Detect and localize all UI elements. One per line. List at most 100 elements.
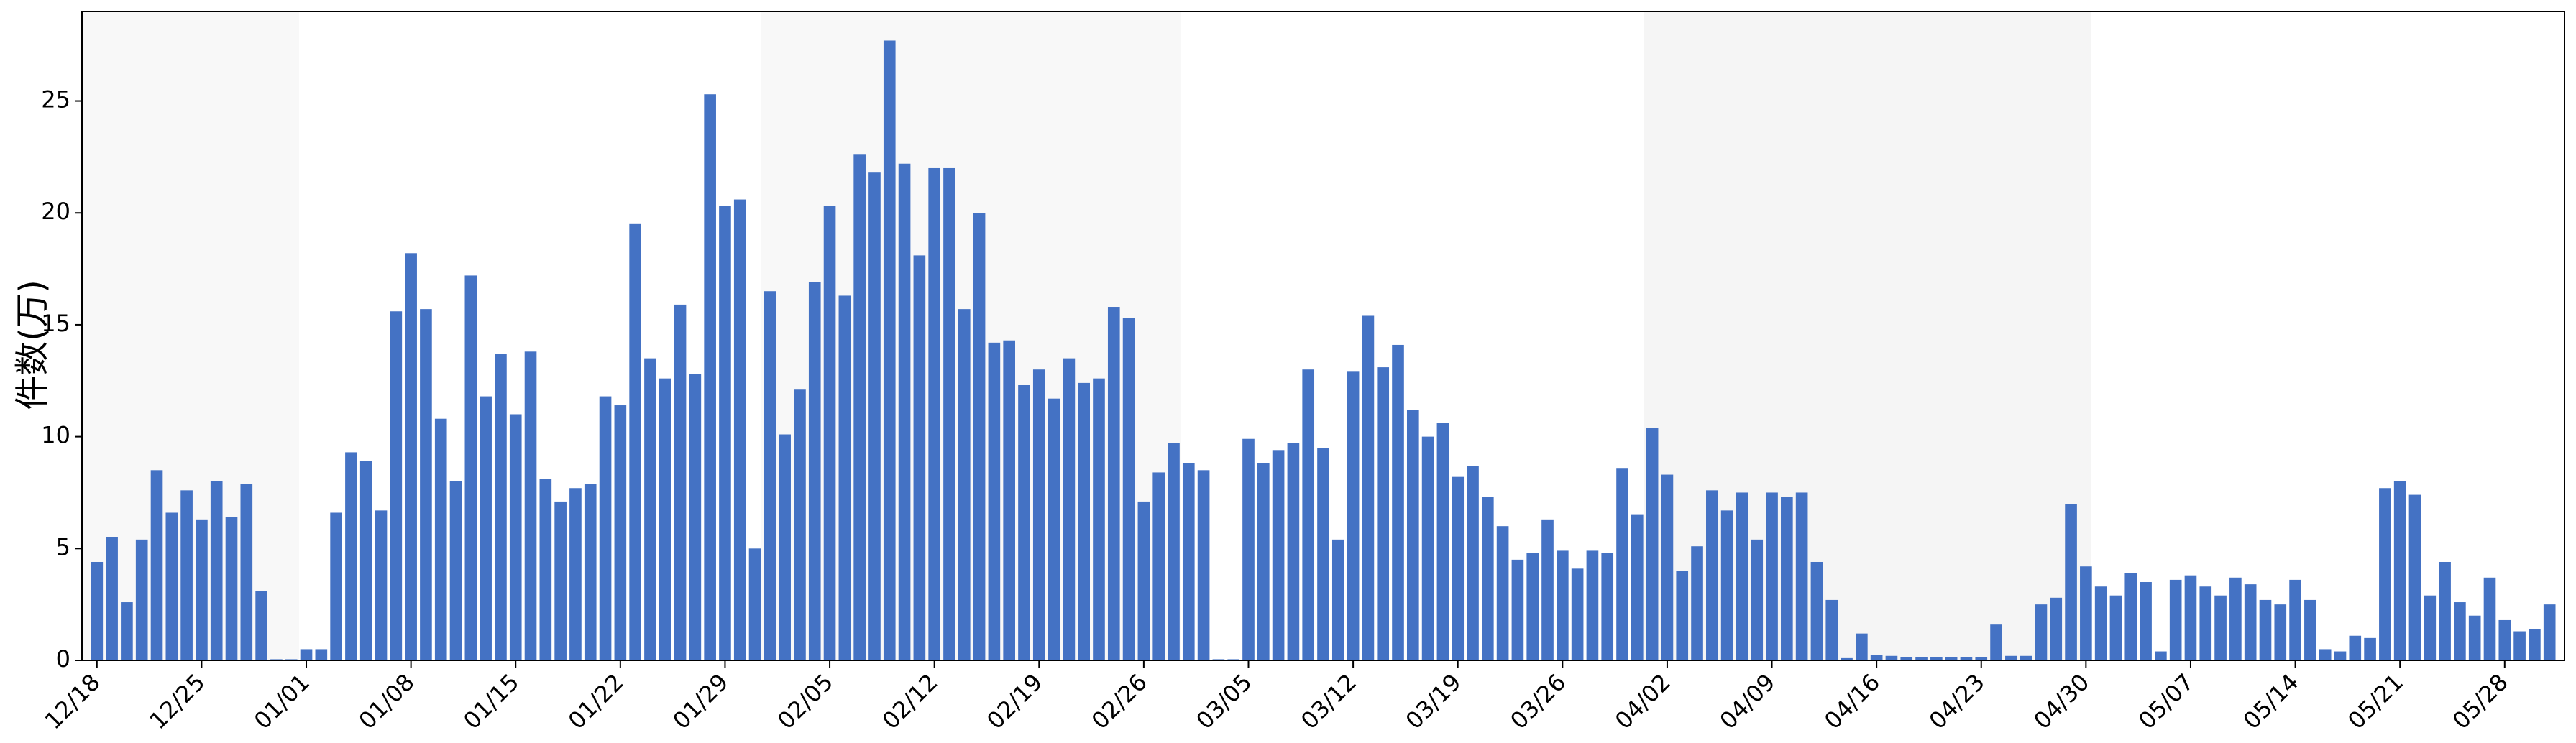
bar — [1078, 382, 1091, 660]
bar — [779, 434, 791, 660]
bar — [1781, 497, 1793, 660]
bar — [2408, 494, 2421, 660]
x-tick-label: 01/01 — [249, 668, 315, 734]
x-tick-label: 05/07 — [2133, 668, 2199, 734]
y-tick-label: 10 — [41, 422, 70, 449]
bar — [988, 342, 1001, 660]
x-tick-label: 02/05 — [772, 668, 838, 734]
bar — [2454, 602, 2466, 660]
bar — [1197, 470, 1210, 660]
bar — [943, 167, 955, 660]
bar — [1885, 655, 1898, 660]
bar — [1571, 568, 1584, 660]
bar — [165, 512, 178, 660]
bar — [1137, 501, 1150, 660]
bar — [1975, 657, 1988, 660]
bar — [150, 470, 163, 660]
bar — [2543, 604, 2556, 660]
bar — [1392, 344, 1404, 660]
bar — [823, 206, 836, 660]
bar — [1242, 438, 1255, 660]
bar — [1018, 385, 1030, 660]
y-tick-label: 15 — [41, 310, 70, 337]
bar — [2199, 586, 2212, 660]
bar — [1856, 633, 1868, 660]
x-tick-label: 03/05 — [1191, 668, 1257, 734]
bar — [2080, 566, 2092, 660]
bar — [225, 517, 238, 660]
x-tick-label: 04/16 — [1819, 668, 1885, 734]
bar — [973, 213, 986, 660]
bar — [958, 309, 971, 660]
bar — [2468, 615, 2481, 660]
bar — [883, 40, 896, 660]
bar — [315, 649, 328, 660]
plot-frame — [81, 11, 2565, 661]
bar — [1302, 369, 1315, 660]
bar — [1541, 519, 1554, 660]
bar — [1032, 369, 1045, 660]
bar — [1317, 448, 1329, 660]
bar — [644, 358, 656, 660]
bar — [2244, 584, 2257, 660]
bar — [838, 295, 851, 660]
bar — [91, 561, 104, 660]
bar — [1736, 492, 1748, 660]
bar — [1601, 553, 1614, 660]
bar — [1496, 526, 1509, 660]
bar — [2529, 629, 2541, 660]
bar — [255, 591, 267, 660]
x-tick-label: 03/12 — [1296, 668, 1362, 734]
bar — [1347, 372, 1360, 660]
bar — [509, 414, 522, 660]
bar — [1406, 410, 1419, 660]
bar — [1272, 450, 1285, 660]
bar — [2169, 579, 2182, 660]
shaded-period — [1644, 11, 2091, 660]
x-tick-label: 04/02 — [1610, 668, 1676, 734]
bar — [524, 351, 537, 660]
bar — [1706, 490, 1718, 660]
bar — [1586, 550, 1599, 660]
bar — [674, 304, 687, 660]
x-tick-label: 02/19 — [981, 668, 1048, 734]
bar — [495, 354, 507, 660]
bar — [1930, 657, 1943, 660]
bar — [2393, 481, 2406, 660]
bar — [1287, 443, 1300, 660]
bar — [2109, 595, 2122, 660]
x-tick-label: 01/15 — [458, 668, 524, 734]
x-tick-label: 04/09 — [1714, 668, 1780, 734]
bar — [808, 282, 821, 661]
bar — [300, 649, 313, 660]
x-tick-label: 04/30 — [2028, 668, 2094, 734]
bar — [1990, 624, 2002, 660]
bar — [1048, 398, 1060, 660]
bar — [2124, 573, 2137, 660]
bar — [2229, 577, 2242, 660]
y-tick-label: 25 — [41, 86, 70, 114]
bar — [345, 452, 357, 660]
bar — [405, 253, 417, 660]
bar — [898, 163, 911, 661]
bar — [1063, 358, 1076, 660]
bar — [2289, 579, 2301, 660]
bar — [210, 481, 223, 660]
bar — [659, 378, 671, 660]
x-tick-label: 05/14 — [2238, 668, 2304, 734]
x-tick-label: 12/25 — [144, 668, 210, 734]
bar — [1331, 539, 1344, 660]
bar — [1152, 472, 1165, 660]
y-tick-label: 0 — [56, 645, 70, 673]
bar — [2379, 488, 2391, 660]
bar — [1661, 474, 1674, 660]
bar — [689, 374, 702, 660]
bar — [1766, 492, 1778, 660]
y-tick-label: 5 — [56, 533, 70, 560]
bar — [420, 309, 432, 660]
bar — [853, 154, 866, 660]
bar — [2513, 631, 2526, 660]
bar — [196, 519, 208, 660]
bar — [2050, 597, 2063, 660]
